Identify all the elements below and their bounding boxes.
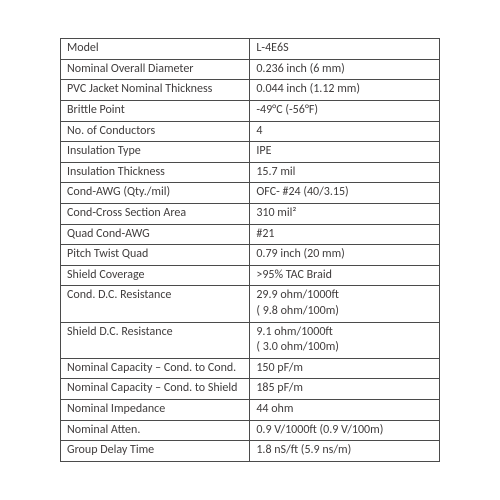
spec-label: Brittle Point [61,101,250,122]
table-row: Quad Cond-AWG#21 [61,224,440,245]
table-row: Group Delay Time1.8 nS/ft (5.9 ns/m) [61,441,440,462]
spec-table: ModelL-4E6SNominal Overall Diameter0.236… [60,38,440,461]
table-row: Cond-Cross Section Area310 mil² [61,204,440,225]
table-row: No. of Conductors4 [61,121,440,142]
spec-value: 310 mil² [250,204,440,225]
spec-value: 150 pF/m [250,358,440,379]
spec-label: Nominal Capacity – Cond. to Cond. [61,358,250,379]
table-row: Shield Coverage>95% TAC Braid [61,265,440,286]
spec-value: 185 pF/m [250,379,440,400]
spec-value: 0.044 inch (1.12 mm) [250,80,440,101]
table-row: Insulation Thickness15.7 mil [61,162,440,183]
table-row: Nominal Overall Diameter0.236 inch (6 mm… [61,59,440,80]
spec-value: 0.79 inch (20 mm) [250,245,440,266]
table-row: Cond. D.C. Resistance29.9 ohm/1000ft( 9.… [61,286,440,322]
spec-value: -49°C (-56°F) [250,101,440,122]
table-row: Nominal Impedance44 ohm [61,399,440,420]
spec-label: Cond-Cross Section Area [61,204,250,225]
spec-value: >95% TAC Braid [250,265,440,286]
spec-label: PVC Jacket Nominal Thickness [61,80,250,101]
spec-value: OFC- #24 (40/3.15) [250,183,440,204]
spec-value: 15.7 mil [250,162,440,183]
spec-label: Nominal Atten. [61,420,250,441]
spec-value: 9.1 ohm/1000ft( 3.0 ohm/100m) [250,322,440,358]
table-row: Shield D.C. Resistance9.1 ohm/1000ft( 3.… [61,322,440,358]
spec-label: Group Delay Time [61,441,250,462]
spec-label: Quad Cond-AWG [61,224,250,245]
spec-label: Cond-AWG (Qty./mil) [61,183,250,204]
spec-label: No. of Conductors [61,121,250,142]
spec-label: Nominal Overall Diameter [61,59,250,80]
spec-label: Nominal Capacity – Cond. to Shield [61,379,250,400]
table-row: ModelL-4E6S [61,39,440,60]
table-row: Nominal Capacity – Cond. to Cond.150 pF/… [61,358,440,379]
spec-value: 44 ohm [250,399,440,420]
spec-label: Shield Coverage [61,265,250,286]
spec-value: 0.9 V/1000ft (0.9 V/100m) [250,420,440,441]
spec-value: IPE [250,142,440,163]
spec-label: Nominal Impedance [61,399,250,420]
spec-label: Insulation Thickness [61,162,250,183]
table-row: Brittle Point-49°C (-56°F) [61,101,440,122]
spec-value: 4 [250,121,440,142]
table-row: Cond-AWG (Qty./mil)OFC- #24 (40/3.15) [61,183,440,204]
table-row: Nominal Capacity – Cond. to Shield185 pF… [61,379,440,400]
spec-label: Pitch Twist Quad [61,245,250,266]
table-row: Pitch Twist Quad0.79 inch (20 mm) [61,245,440,266]
spec-value: #21 [250,224,440,245]
spec-table-body: ModelL-4E6SNominal Overall Diameter0.236… [61,39,440,461]
table-row: Nominal Atten.0.9 V/1000ft (0.9 V/100m) [61,420,440,441]
spec-value: 29.9 ohm/1000ft( 9.8 ohm/100m) [250,286,440,322]
table-row: PVC Jacket Nominal Thickness0.044 inch (… [61,80,440,101]
spec-value: L-4E6S [250,39,440,60]
spec-value: 1.8 nS/ft (5.9 ns/m) [250,441,440,462]
spec-label: Shield D.C. Resistance [61,322,250,358]
spec-label: Insulation Type [61,142,250,163]
spec-label: Cond. D.C. Resistance [61,286,250,322]
spec-label: Model [61,39,250,60]
spec-value: 0.236 inch (6 mm) [250,59,440,80]
table-row: Insulation TypeIPE [61,142,440,163]
